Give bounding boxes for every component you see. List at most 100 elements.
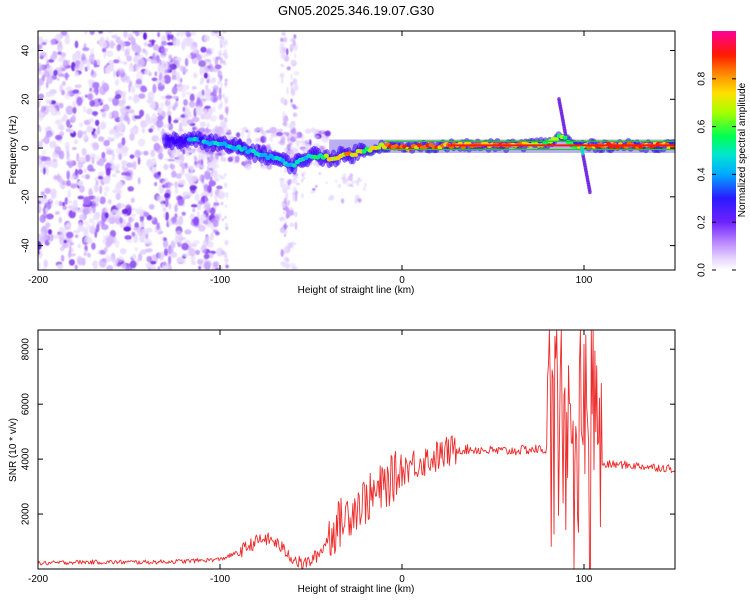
heatmap-cell (39, 214, 46, 223)
heatmap-cell (212, 170, 218, 175)
heatmap-cell (121, 137, 126, 146)
heatmap-cell (111, 110, 119, 119)
heatmap-cell (149, 97, 154, 104)
heatmap-cell (38, 124, 41, 129)
heatmap-cell (87, 164, 94, 172)
heatmap-cell (104, 212, 109, 219)
heatmap-cell (220, 194, 225, 200)
heatmap-cell (140, 220, 145, 228)
heatmap-cell (50, 92, 55, 97)
heatmap-cell (61, 31, 68, 36)
heatmap-cell (152, 44, 160, 51)
heatmap-cell (172, 36, 177, 47)
heatmap-cell (209, 115, 218, 122)
heatmap-cell (354, 198, 358, 204)
heatmap-cell (67, 189, 71, 199)
heatmap-cell (189, 242, 198, 248)
heatmap-cell (290, 136, 296, 143)
heatmap-cell (290, 38, 296, 42)
heatmap-cell (57, 264, 64, 269)
heatmap-cell (64, 36, 70, 45)
heatmap-cell (194, 159, 198, 166)
heatmap-cell (346, 182, 351, 188)
heatmap-cell (119, 91, 127, 96)
heatmap-cell (116, 163, 120, 170)
heatmap-cell (215, 153, 219, 160)
heatmap-cell (108, 212, 114, 219)
heatmap-cell (172, 105, 176, 111)
heatmap-cell (84, 94, 88, 98)
heatmap-cell (151, 77, 158, 82)
heatmap-cell (92, 213, 100, 221)
ridge-streak (557, 97, 561, 102)
heatmap-cell (190, 165, 194, 174)
heatmap-cell (234, 155, 240, 163)
heatmap-cell (115, 189, 123, 194)
heatmap-cell (292, 186, 297, 192)
heatmap-cell (175, 230, 183, 239)
heatmap-cell (38, 44, 43, 50)
heatmap-cell (290, 59, 296, 65)
heatmap-cell (44, 127, 48, 131)
heatmap-cell (203, 258, 207, 263)
spectrogram-xlabel: Height of straight line (km) (298, 285, 415, 296)
heatmap-cell (286, 48, 289, 56)
heatmap-cell (121, 175, 126, 180)
heatmap-cell (130, 217, 135, 222)
heatmap-cell (123, 226, 132, 232)
heatmap-cell (52, 151, 56, 159)
heatmap-cell (208, 180, 216, 187)
heatmap-cell (60, 254, 65, 262)
heatmap-cell (58, 150, 65, 160)
heatmap-cell (357, 198, 362, 202)
heatmap-cell (46, 166, 49, 176)
heatmap-cell (313, 135, 320, 139)
heatmap-cell (45, 99, 52, 105)
heatmap-cell (280, 97, 286, 104)
heatmap-cell (58, 200, 63, 207)
heatmap-cell (131, 254, 137, 259)
heatmap-cell (219, 57, 224, 64)
heatmap-cell (135, 78, 143, 85)
heatmap-cell (113, 129, 121, 139)
heatmap-cell (96, 223, 100, 233)
heatmap-cell (103, 139, 110, 147)
heatmap-cell (135, 31, 140, 37)
heatmap-cell (210, 92, 215, 96)
heatmap-cell (45, 130, 53, 138)
heatmap-cell (77, 243, 81, 249)
heatmap-cell (134, 115, 142, 119)
heatmap-cell (166, 110, 172, 116)
heatmap-cell (118, 42, 127, 46)
heatmap-cell (148, 72, 152, 77)
heatmap-cell (59, 246, 65, 252)
heatmap-cell (116, 44, 121, 52)
heatmap-cell (109, 158, 114, 165)
heatmap-cell (197, 159, 201, 165)
heatmap-cell (177, 179, 184, 186)
heatmap-cell (92, 196, 99, 205)
heatmap-cell (69, 242, 75, 246)
heatmap-cell (101, 111, 107, 118)
heatmap-cell (241, 161, 245, 166)
heatmap-cell (167, 148, 171, 153)
heatmap-cell (142, 211, 150, 217)
heatmap-cell (95, 119, 100, 127)
heatmap-cell (50, 38, 56, 46)
heatmap-cell (212, 105, 216, 113)
heatmap-cell (185, 91, 192, 96)
heatmap-cell (170, 247, 174, 254)
heatmap-cell (105, 254, 111, 264)
heatmap-cell (86, 238, 93, 244)
heatmap-cell (203, 112, 212, 120)
heatmap-cell (160, 101, 165, 110)
heatmap-cell (302, 176, 306, 180)
heatmap-cell (111, 153, 115, 161)
heatmap-cell (99, 40, 107, 49)
heatmap-cell (164, 192, 171, 199)
heatmap-cell (74, 71, 79, 77)
heatmap-cell (62, 81, 66, 86)
heatmap-cell (143, 42, 149, 47)
heatmap-cell (131, 85, 136, 94)
